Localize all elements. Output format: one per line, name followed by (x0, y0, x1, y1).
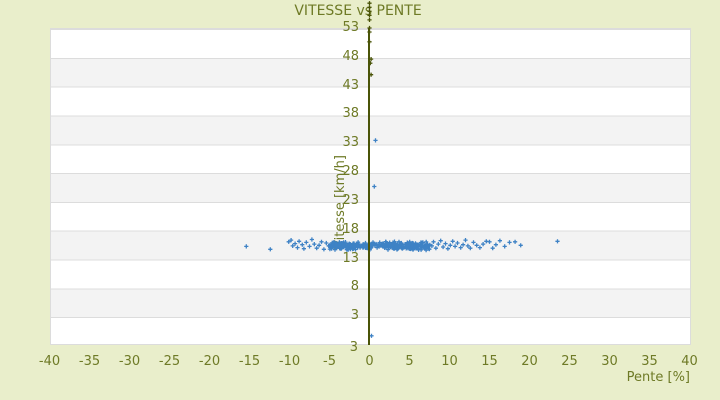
y-tick-label: 48 (342, 48, 359, 64)
y-tick-label: 53 (342, 20, 359, 35)
y-axis-min-label: 3 (349, 340, 358, 355)
x-tick-label: 40 (681, 354, 698, 369)
y-axis-title: Vitesse [km/h] (333, 155, 348, 249)
y-tick-label: 18 (342, 221, 359, 237)
y-tick-label: 3 (350, 308, 359, 324)
y-tick-label: 38 (342, 106, 359, 122)
x-tick-label: -15 (238, 354, 261, 369)
x-tick-label: -10 (278, 354, 301, 369)
x-tick-label: 25 (561, 354, 578, 369)
y-axis-line (368, 28, 370, 345)
x-tick-label: -40 (38, 354, 61, 369)
x-tick-label: 5 (405, 354, 414, 369)
y-tick-label: 33 (342, 135, 359, 151)
x-axis-title: Pente [%] (626, 370, 690, 385)
y-tick-label: 8 (350, 279, 359, 295)
plot-area (50, 28, 691, 345)
x-tick-label: -35 (78, 354, 101, 369)
y-tick-label: 43 (342, 77, 359, 93)
chart-title: VITESSE vs PENTE (294, 3, 422, 19)
y-tick-label: 28 (342, 164, 359, 180)
x-tick-label: 15 (481, 354, 498, 369)
x-tick-label: -25 (158, 354, 181, 369)
x-tick-label: 0 (365, 354, 374, 369)
x-tick-label: -20 (198, 354, 221, 369)
x-tick-label: 20 (521, 354, 538, 369)
x-tick-label: -30 (118, 354, 141, 369)
x-tick-label: 35 (641, 354, 658, 369)
y-tick-label: 13 (342, 250, 359, 266)
x-tick-label: 10 (441, 354, 458, 369)
y-tick-label: 23 (342, 192, 359, 208)
x-tick-label: 30 (601, 354, 618, 369)
x-tick-label: -5 (323, 354, 336, 369)
